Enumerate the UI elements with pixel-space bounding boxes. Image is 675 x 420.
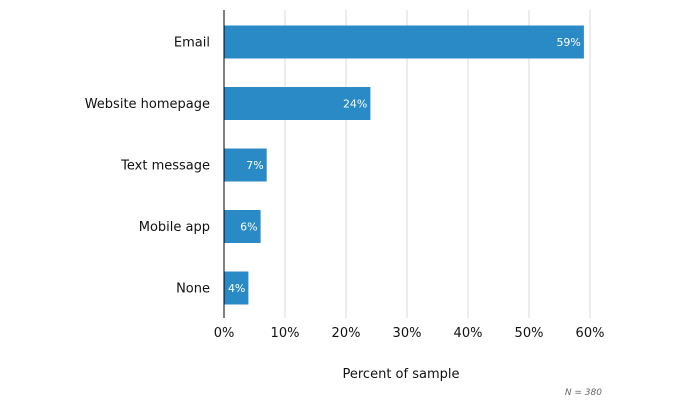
x-tick-label: 60% <box>576 326 605 341</box>
x-tick-label: 20% <box>332 326 361 341</box>
bar <box>224 87 371 120</box>
data-label: 4% <box>228 282 245 295</box>
data-label: 59% <box>556 36 580 49</box>
x-axis-title: Percent of sample <box>343 367 460 382</box>
x-tick-label: 10% <box>271 326 300 341</box>
x-tick-label: 40% <box>454 326 483 341</box>
bar <box>224 25 584 59</box>
axes: 0% 10% 20% 30% 40% 50% 60% Email Website homepag… <box>85 10 605 341</box>
bar <box>224 148 267 182</box>
data-label: 24% <box>343 98 367 111</box>
sample-size-note: N = 380 <box>564 388 602 398</box>
bars: 59% 24% 7% 6% 4% <box>224 25 584 305</box>
category-label: None <box>176 282 210 297</box>
x-tick-label: 50% <box>515 326 544 341</box>
category-label: Mobile app <box>139 220 210 235</box>
bar <box>224 210 261 243</box>
category-label: Email <box>174 36 210 51</box>
category-label: Text message <box>120 159 210 174</box>
data-label: 7% <box>246 159 263 172</box>
x-tick-label: 30% <box>393 326 422 341</box>
gridlines <box>284 10 591 318</box>
x-tick-label: 0% <box>214 326 235 341</box>
bar <box>224 271 249 305</box>
data-label: 6% <box>240 221 257 234</box>
category-label: Website homepage <box>85 97 210 112</box>
